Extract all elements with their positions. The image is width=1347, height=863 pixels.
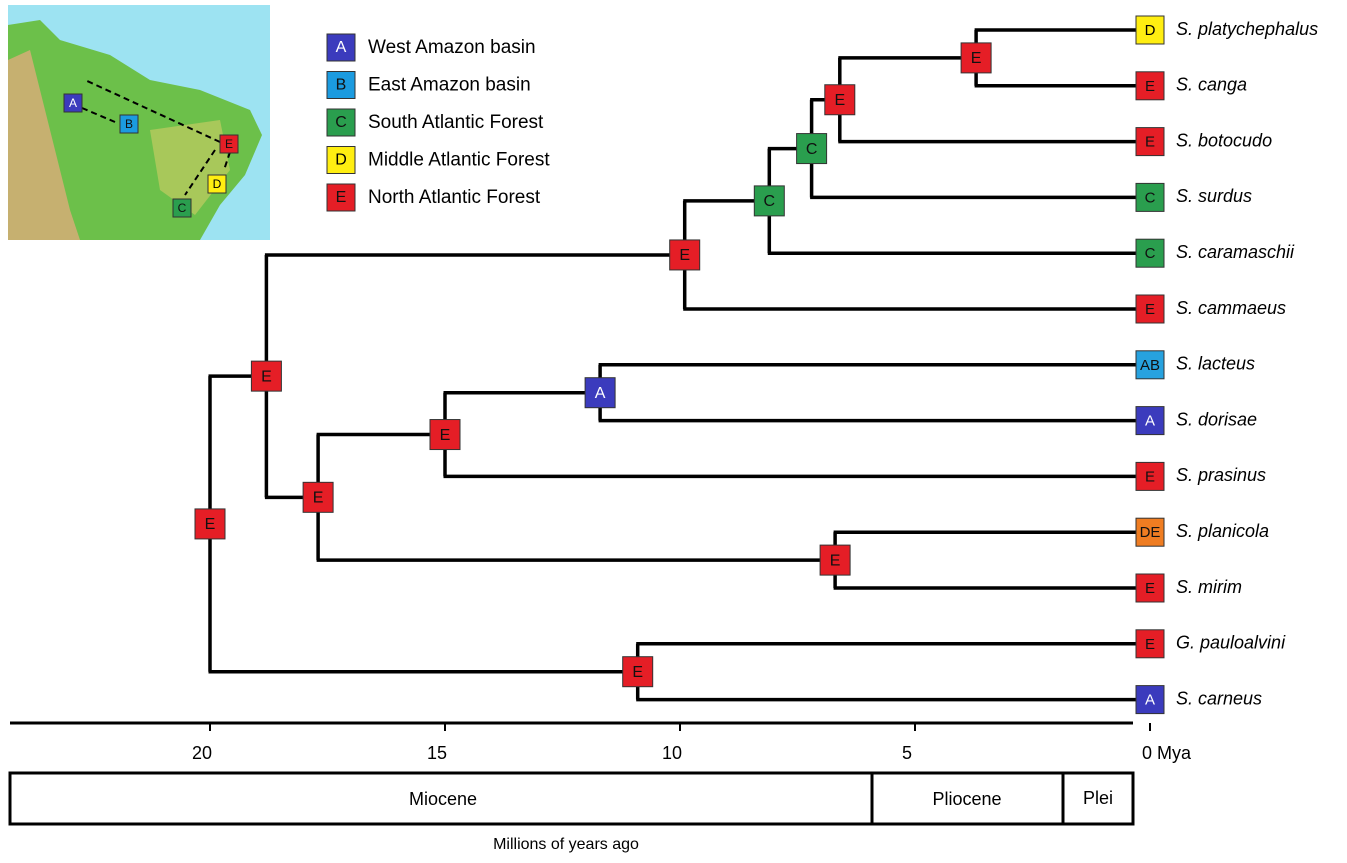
tip-label: E xyxy=(1145,580,1155,597)
tick-label: 15 xyxy=(427,743,447,763)
node-label: E xyxy=(834,92,845,109)
tip-label: C xyxy=(1145,189,1156,206)
legend: A West Amazon basin B East Amazon basin C Sou… xyxy=(327,34,550,211)
species-name: G. pauloalvini xyxy=(1176,633,1286,653)
legend-label: East Amazon basin xyxy=(368,75,531,96)
map-area-code: A xyxy=(69,96,77,110)
epoch-label: Plei xyxy=(1083,788,1113,808)
species-name: S. canga xyxy=(1176,75,1247,95)
node-label: A xyxy=(595,385,606,402)
epoch-label: Pliocene xyxy=(932,789,1001,809)
tip-label: DE xyxy=(1140,524,1161,541)
node-label: E xyxy=(313,490,324,507)
tip-label: E xyxy=(1145,134,1155,151)
node-label: E xyxy=(632,664,643,681)
tip-label: E xyxy=(1145,301,1155,318)
node-label: E xyxy=(971,50,982,67)
tip-label: E xyxy=(1145,78,1155,95)
species-name: S. mirim xyxy=(1176,577,1242,597)
species-name: S. platychephalus xyxy=(1176,19,1318,39)
species-name: S. cammaeus xyxy=(1176,298,1286,318)
node-label: E xyxy=(830,552,841,569)
axis-title: Millions of years ago xyxy=(493,836,639,853)
node-label: E xyxy=(205,516,216,533)
species-name: S. dorisae xyxy=(1176,409,1257,429)
legend-code: E xyxy=(336,189,347,206)
species-name: S. prasinus xyxy=(1176,465,1266,485)
legend-label: West Amazon basin xyxy=(368,37,536,58)
node-label: E xyxy=(679,247,690,264)
figure: ABCDE AWest Amazon basinBEast Amazon bas… xyxy=(0,0,1347,858)
species-name: S. surdus xyxy=(1176,186,1252,206)
tree: D S. platychephalus E S. canga E E S. botocudo… xyxy=(195,16,1318,714)
legend-code: B xyxy=(336,77,347,94)
legend-code: A xyxy=(336,39,347,56)
epoch-label: Miocene xyxy=(409,789,477,809)
map-area-code: B xyxy=(125,117,133,131)
tip-label: A xyxy=(1145,413,1155,430)
node-label: C xyxy=(806,141,818,158)
species-name: S. carneus xyxy=(1176,688,1262,708)
time-axis: Miocene Pliocene Plei Millions of years … xyxy=(10,723,1192,853)
species-name: S. botocudo xyxy=(1176,130,1272,150)
node-label: E xyxy=(261,368,272,385)
tip-label: E xyxy=(1145,468,1155,485)
legend-label: Middle Atlantic Forest xyxy=(368,150,550,171)
species-name: S. caramaschii xyxy=(1176,242,1295,262)
legend-code: D xyxy=(335,152,347,169)
legend-label: North Atlantic Forest xyxy=(368,187,541,208)
map-area-code: D xyxy=(213,177,222,191)
legend-code: C xyxy=(335,114,347,131)
tip-label: C xyxy=(1145,245,1156,262)
tip-label: AB xyxy=(1140,357,1160,374)
map-inset: A B C D E xyxy=(8,5,270,240)
node-label: E xyxy=(440,427,451,444)
species-name: S. planicola xyxy=(1176,521,1269,541)
tick-label: 20 xyxy=(192,743,212,763)
map-area-code: E xyxy=(225,137,233,151)
tip-label: E xyxy=(1145,636,1155,653)
tick-label: 5 xyxy=(902,743,912,763)
node-label: C xyxy=(764,193,776,210)
map-area-code: C xyxy=(178,201,187,215)
tip-label: D xyxy=(1145,22,1156,39)
species-name: S. lacteus xyxy=(1176,354,1255,374)
tick-label: 0 Mya xyxy=(1142,743,1192,763)
tick-label: 10 xyxy=(662,743,682,763)
legend-label: South Atlantic Forest xyxy=(368,112,544,133)
tip-label: A xyxy=(1145,692,1155,709)
